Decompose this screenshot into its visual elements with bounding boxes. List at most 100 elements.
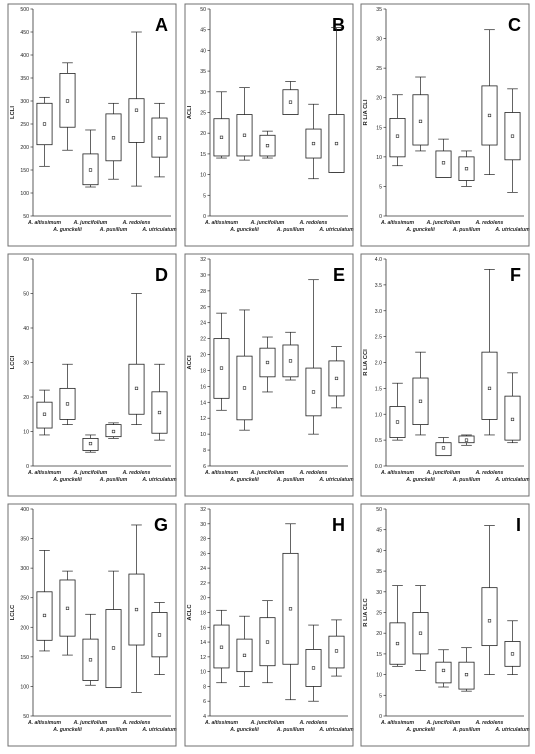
- mean-marker: [42, 412, 47, 416]
- iqr-box: [236, 355, 253, 421]
- box-a-utriculatum: [151, 602, 168, 675]
- x-category-label: A. utriculatum: [318, 477, 354, 483]
- box-a-redolens: [128, 31, 145, 187]
- y-tick-label: 40: [200, 48, 206, 54]
- panel-h: 4 6 8 10 12 14 16 18 20 22 24 26 28 30 32 ACLC H A. altis…: [184, 503, 354, 747]
- iqr-box: [236, 638, 253, 673]
- x-category-label: A. altissimum: [27, 720, 62, 726]
- iqr-box: [36, 591, 53, 641]
- iqr-box: [504, 112, 521, 161]
- y-tick-label: 15: [376, 652, 382, 658]
- box-a-redolens: [305, 624, 322, 702]
- mean-marker: [157, 633, 162, 637]
- x-category-label: A. gunckelii: [229, 727, 259, 733]
- mean-marker: [134, 386, 139, 390]
- x-category-label: A. gunckelii: [405, 477, 435, 483]
- iqr-box: [305, 367, 322, 417]
- y-tick-label: 400: [20, 507, 29, 513]
- iqr-box: [59, 579, 76, 637]
- y-tick-label: 100: [20, 684, 29, 690]
- y-tick-label: 25: [376, 611, 382, 617]
- x-category-label: A. utriculatum: [494, 727, 530, 733]
- mean-marker: [88, 658, 93, 662]
- x-category-label: A. utriculatum: [141, 727, 177, 733]
- panel-letter: A: [155, 15, 168, 35]
- panel-border: [360, 3, 530, 247]
- box-a-altissimum: [213, 609, 230, 684]
- box-a-redolens: [481, 269, 498, 436]
- y-tick-label: 45: [376, 528, 382, 534]
- box-a-utriculatum: [151, 363, 168, 441]
- panel-border: [7, 3, 177, 247]
- mean-marker: [395, 420, 400, 424]
- y-tick-label: 12: [200, 655, 206, 661]
- x-category-label: A. utriculatum: [494, 477, 530, 483]
- box-a-altissimum: [213, 91, 230, 159]
- mean-marker: [418, 631, 423, 635]
- y-tick-label: 14: [200, 640, 206, 646]
- x-category-label: A. juncifolium: [250, 720, 285, 726]
- y-tick-label: 40: [376, 548, 382, 554]
- box-a-utriculatum: [328, 619, 345, 677]
- iqr-box: [259, 347, 276, 378]
- x-category-label: A. gunckelii: [405, 227, 435, 233]
- y-tick-label: 30: [376, 37, 382, 43]
- y-tick-label: 10: [200, 670, 206, 676]
- y-tick-label: 300: [20, 99, 29, 105]
- mean-marker: [242, 386, 247, 390]
- iqr-box: [328, 114, 345, 173]
- mean-marker: [134, 607, 139, 612]
- y-tick-label: 12: [200, 416, 206, 422]
- iqr-box: [305, 128, 322, 159]
- y-tick-label: 32: [200, 507, 206, 513]
- iqr-box: [82, 437, 99, 451]
- box-a-utriculatum: [504, 620, 521, 675]
- iqr-box: [504, 641, 521, 667]
- y-tick-label: 28: [200, 537, 206, 543]
- box-a-redolens: [481, 525, 498, 675]
- box-a-utriculatum: [504, 88, 521, 193]
- y-tick-label: 2.5: [375, 335, 382, 341]
- y-tick-label: 15: [376, 125, 382, 131]
- x-category-label: A. utriculatum: [318, 727, 354, 733]
- mean-marker: [418, 119, 423, 123]
- y-tick-label: 1.5: [375, 386, 382, 392]
- iqr-box: [282, 344, 299, 378]
- x-category-label: A. redolens: [122, 720, 151, 726]
- x-category-label: A. juncifolium: [73, 470, 108, 476]
- x-category-label: A. pusillum: [452, 477, 481, 483]
- x-category-label: A. pusillum: [276, 727, 305, 733]
- x-category-label: A. pusillum: [99, 477, 128, 483]
- y-tick-label: 5: [203, 193, 206, 199]
- y-tick-label: 5: [379, 184, 382, 190]
- mean-marker: [311, 666, 316, 670]
- box-a-juncifolium: [82, 129, 99, 188]
- x-category-label: A. altissimum: [380, 720, 415, 726]
- y-tick-label: 1.0: [375, 412, 382, 418]
- box-a-gunckelii: [59, 62, 76, 151]
- y-tick-label: 35: [376, 7, 382, 13]
- box-a-pusillum: [105, 422, 122, 439]
- y-tick-label: 400: [20, 53, 29, 59]
- iqr-box: [389, 406, 406, 438]
- y-axis-label: ACLC: [187, 604, 193, 621]
- iqr-box: [389, 622, 406, 665]
- y-tick-label: 6: [203, 699, 206, 705]
- y-tick-label: 10: [376, 673, 382, 679]
- x-category-label: A. altissimum: [27, 220, 62, 226]
- mean-marker: [88, 168, 93, 172]
- x-category-label: A. juncifolium: [73, 720, 108, 726]
- box-a-utriculatum: [328, 346, 345, 409]
- y-tick-label: 100: [20, 191, 29, 197]
- y-tick-label: 0: [26, 464, 29, 470]
- iqr-box: [213, 338, 230, 399]
- x-category-label: A. juncifolium: [250, 220, 285, 226]
- mean-marker: [334, 376, 339, 381]
- mean-marker: [510, 417, 515, 422]
- y-tick-label: 50: [23, 214, 29, 220]
- y-tick-label: 0.5: [375, 438, 382, 444]
- mean-marker: [510, 134, 515, 138]
- panel-letter: E: [333, 265, 345, 285]
- box-a-altissimum: [389, 94, 406, 167]
